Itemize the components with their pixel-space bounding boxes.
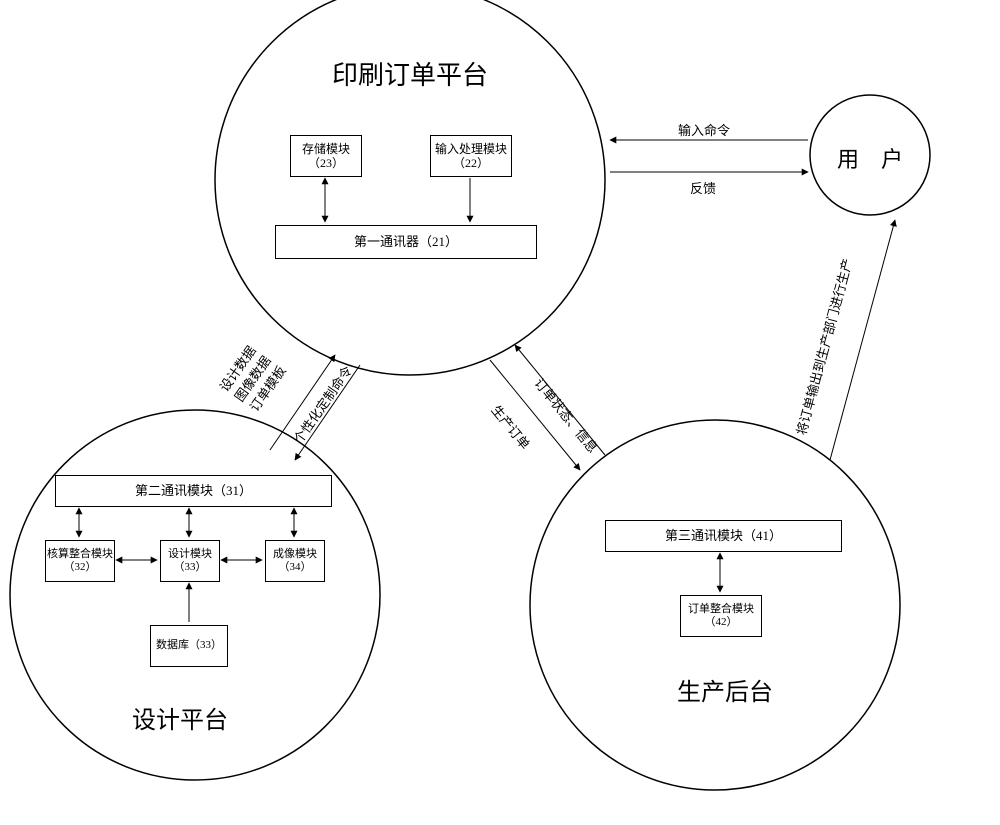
title-left: 设计平台 <box>115 700 245 735</box>
label-feedback: 反馈 <box>690 178 716 197</box>
box-orderint: 订单整合模块（42） <box>680 595 762 637</box>
box-input: 输入处理模块（22） <box>430 135 512 177</box>
title-user: 用 户 <box>830 142 910 174</box>
title-right: 生产后台 <box>660 672 790 707</box>
box-comm3: 第三通讯模块（41） <box>605 520 842 552</box>
title-top: 印刷订单平台 <box>320 55 500 92</box>
box-storage: 存储模块（23） <box>290 135 362 177</box>
box-calc: 核算整合模块（32） <box>45 540 115 582</box>
box-db: 数据库（33） <box>150 625 228 667</box>
box-comm2: 第二通讯模块（31） <box>55 475 332 507</box>
box-design: 设计模块（33） <box>160 540 220 582</box>
label-input-cmd: 输入命令 <box>678 120 730 139</box>
box-imaging: 成像模块（34） <box>265 540 325 582</box>
box-comm1: 第一通讯器（21） <box>275 225 537 259</box>
